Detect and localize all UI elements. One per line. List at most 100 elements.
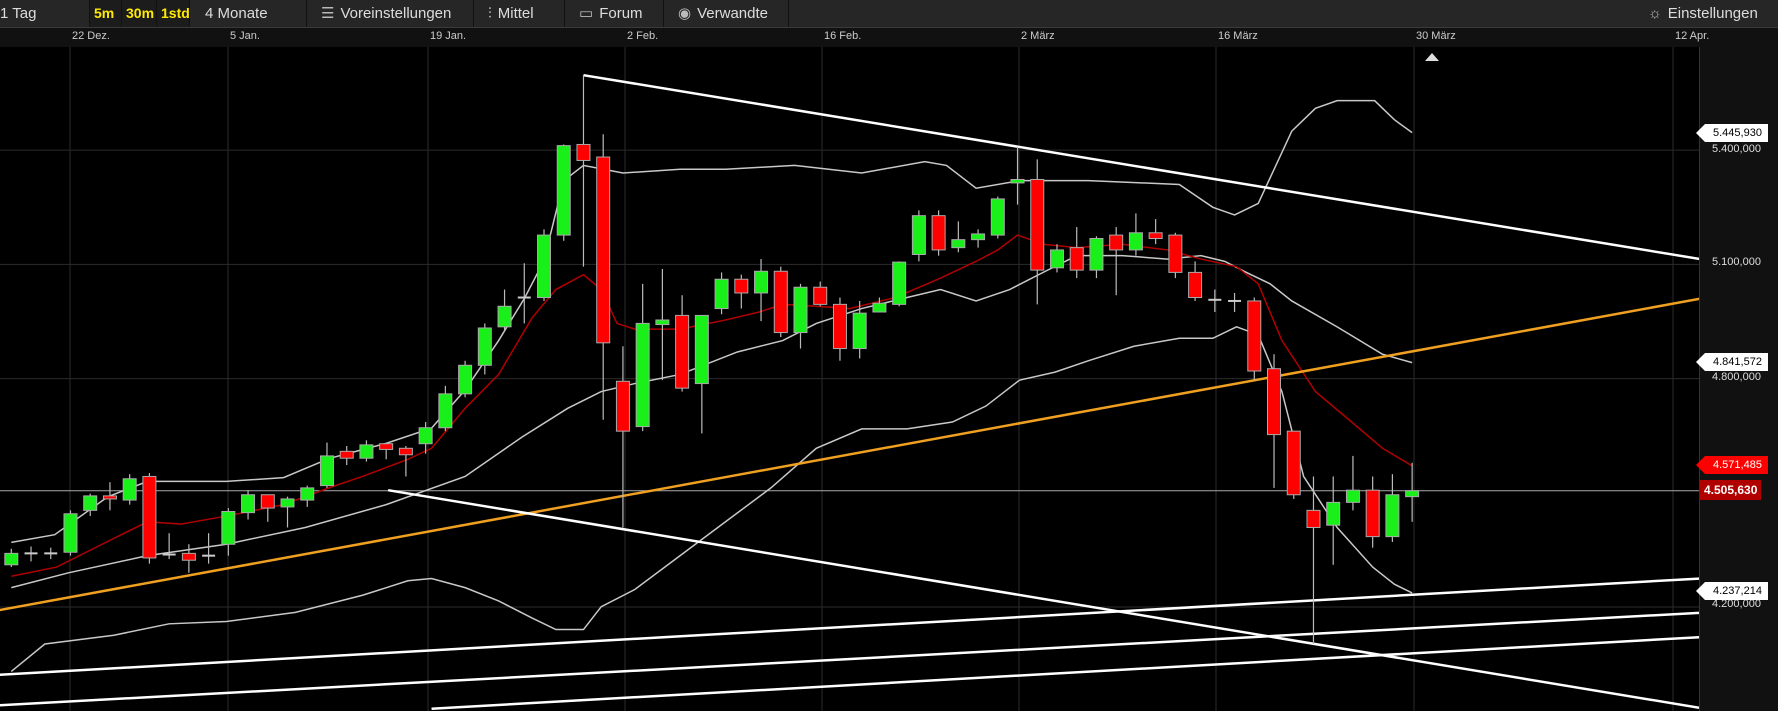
candle-up bbox=[951, 239, 966, 249]
candle-up bbox=[1089, 238, 1104, 271]
trendline bbox=[431, 635, 1699, 710]
middle-band-tag: 4.841,572 bbox=[1696, 353, 1768, 371]
candle-up bbox=[122, 478, 137, 501]
presets-button[interactable]: ☰ Voreinstellungen bbox=[307, 0, 474, 27]
candle-up bbox=[537, 234, 552, 299]
date-tick: 16 März bbox=[1218, 30, 1258, 42]
presets-label: Voreinstellungen bbox=[340, 5, 452, 22]
trendline bbox=[0, 297, 1699, 612]
candle-up bbox=[655, 319, 670, 326]
candle-up bbox=[1345, 489, 1360, 503]
candle-up bbox=[359, 444, 374, 459]
lower-band-tag: 4.237,214 bbox=[1696, 582, 1768, 600]
candle-down bbox=[931, 215, 946, 251]
trendline bbox=[0, 577, 1699, 677]
candle-up bbox=[990, 198, 1005, 236]
candle-down bbox=[398, 447, 413, 456]
candle-up bbox=[911, 215, 926, 255]
range-select[interactable]: 4 Monate bbox=[190, 0, 307, 27]
indicators-label: Mittel bbox=[497, 5, 534, 22]
chart-toolbar: 1 Tag 5m 30m 1std 4 Monate ☰ Voreinstellu… bbox=[0, 0, 1778, 28]
trendline bbox=[387, 488, 1699, 710]
current-price-tag: 4.505,630 bbox=[1700, 480, 1762, 500]
candle-up bbox=[793, 286, 808, 334]
interval-5m-button[interactable]: 5m bbox=[90, 0, 122, 27]
candle-up bbox=[4, 552, 19, 566]
date-tick: 5 Jan. bbox=[230, 30, 260, 42]
candle-down bbox=[1148, 232, 1163, 240]
candle-up bbox=[438, 393, 453, 429]
candle-up bbox=[556, 145, 571, 236]
settings-label: Einstellungen bbox=[1667, 5, 1758, 22]
candle-up bbox=[319, 455, 334, 487]
candle-up bbox=[754, 270, 769, 294]
indicators-button[interactable]: ⫶ Mittel bbox=[474, 0, 565, 27]
forum-label: Forum bbox=[599, 5, 643, 22]
date-tick: 22 Dez. bbox=[72, 30, 110, 42]
related-button[interactable]: ◉ Verwandte bbox=[664, 0, 789, 27]
upper-bollinger-band bbox=[11, 99, 1413, 544]
candle-up bbox=[418, 427, 433, 445]
candle-down bbox=[1247, 300, 1262, 372]
interval-1std-button[interactable]: 1std bbox=[157, 0, 190, 27]
candle-up bbox=[458, 364, 473, 395]
price-tick: 5.400,000 bbox=[1712, 143, 1761, 155]
upper-band-tag: 5.445,930 bbox=[1696, 124, 1768, 142]
interval-select[interactable]: 1 Tag bbox=[0, 0, 90, 27]
candle-up bbox=[1405, 490, 1420, 498]
price-tick: 4.200,000 bbox=[1712, 598, 1761, 610]
price-tick: 5.100,000 bbox=[1712, 256, 1761, 268]
candle-down bbox=[1168, 234, 1183, 273]
candle-up bbox=[971, 233, 986, 241]
moving-average-tag: 4.571,485 bbox=[1696, 456, 1768, 474]
candle-up bbox=[852, 312, 867, 350]
candle-up bbox=[1049, 249, 1064, 269]
trendline bbox=[0, 611, 1699, 707]
settings-button[interactable]: ☼ Einstellungen bbox=[1640, 0, 1778, 27]
candle-up bbox=[872, 302, 887, 313]
candle-up bbox=[497, 305, 512, 328]
candle-up bbox=[241, 494, 256, 514]
candle-up bbox=[477, 327, 492, 366]
candle-down bbox=[675, 314, 690, 389]
interval-30m-button[interactable]: 30m bbox=[122, 0, 157, 27]
candle-down bbox=[832, 303, 847, 350]
candle-down bbox=[1188, 271, 1203, 299]
today-marker-icon bbox=[1425, 53, 1439, 61]
forum-button[interactable]: ▭ Forum bbox=[565, 0, 664, 27]
candle-up bbox=[892, 261, 907, 305]
date-tick: 19 Jan. bbox=[430, 30, 467, 42]
candle-up bbox=[63, 513, 78, 553]
gear-icon: ☼ bbox=[1648, 5, 1662, 22]
date-tick: 30 März bbox=[1416, 30, 1456, 42]
moving-average-line bbox=[11, 234, 1413, 577]
candle-down bbox=[1286, 430, 1301, 496]
candle-up bbox=[1010, 178, 1025, 184]
date-axis: 22 Dez. 5 Jan. 19 Jan. 2 Feb. 16 Feb. 2 März 1… bbox=[0, 28, 1778, 47]
candle-down bbox=[1109, 234, 1124, 251]
candle-up bbox=[280, 498, 295, 508]
candle-down bbox=[1365, 489, 1380, 538]
candle-down bbox=[615, 380, 630, 432]
candle-down bbox=[102, 495, 117, 500]
date-tick: 16 Feb. bbox=[824, 30, 862, 42]
candle-down bbox=[813, 286, 828, 305]
price-tick: 4.800,000 bbox=[1712, 371, 1761, 383]
candle-up bbox=[221, 510, 236, 545]
trendline bbox=[583, 73, 1699, 261]
candle-up bbox=[1385, 494, 1400, 538]
candle-down bbox=[142, 475, 157, 559]
candle-down bbox=[1069, 247, 1084, 271]
candle-down bbox=[379, 443, 394, 450]
date-tick: 2 März bbox=[1021, 30, 1055, 42]
speech-bubble-icon: ▭ bbox=[579, 5, 594, 22]
candle-down bbox=[1267, 368, 1282, 436]
candle-down bbox=[181, 552, 196, 561]
candle-down bbox=[576, 143, 591, 161]
candle-up bbox=[1128, 232, 1143, 251]
sliders-icon: ☰ bbox=[321, 5, 335, 22]
candle-up bbox=[300, 487, 315, 501]
candle-down bbox=[260, 494, 275, 509]
candle-up bbox=[83, 495, 98, 511]
